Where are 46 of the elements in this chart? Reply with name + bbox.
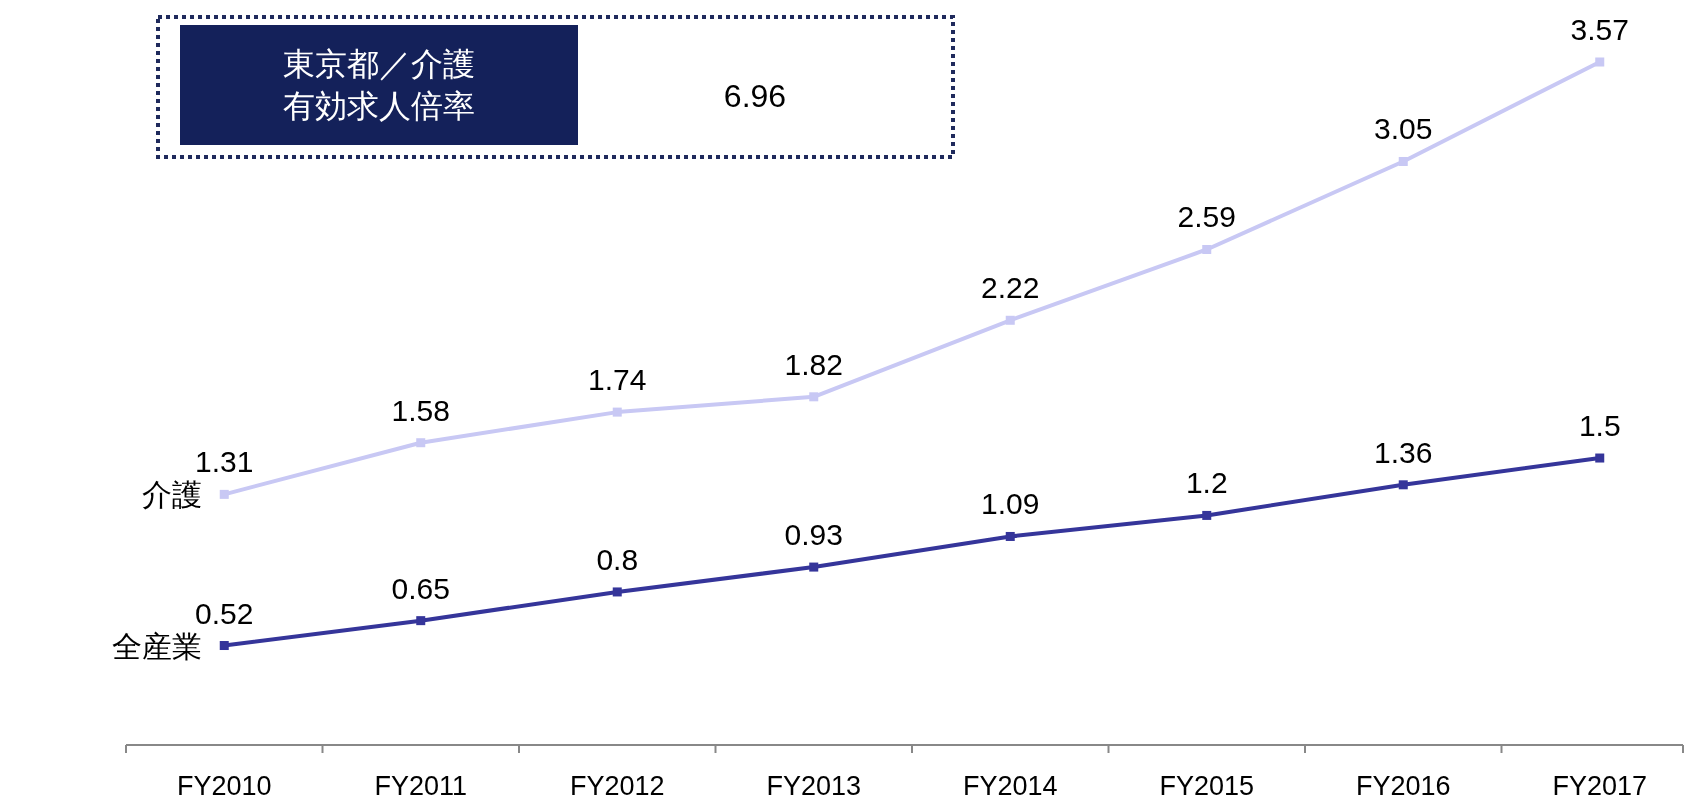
data-label: 3.57 — [1570, 13, 1629, 46]
annotation-box: 東京都／介護 有効求人倍率 6.96 — [156, 15, 955, 159]
data-label: 1.09 — [981, 487, 1040, 521]
data-label: 3.05 — [1374, 112, 1433, 146]
x-tick-label: FY2017 — [1552, 771, 1648, 801]
data-label: 2.59 — [1177, 200, 1236, 234]
point — [1595, 453, 1605, 463]
point — [416, 438, 426, 448]
x-tick-label: FY2013 — [766, 771, 862, 801]
series-label: 全産業 — [112, 629, 203, 663]
point — [612, 587, 622, 597]
data-label: 1.58 — [391, 393, 450, 427]
point — [1595, 57, 1605, 67]
data-label: 2.22 — [981, 271, 1040, 305]
annotation: 有効求人倍率 — [283, 88, 475, 124]
point — [1398, 156, 1408, 166]
data-label: 1.31 — [195, 445, 254, 479]
data-label: 0.52 — [195, 596, 254, 630]
annotation: 東京都／介護 — [283, 46, 475, 82]
data-label: 1.82 — [784, 347, 843, 381]
point — [1005, 315, 1015, 325]
point — [1202, 510, 1212, 520]
series-label: 介護 — [142, 478, 203, 512]
data-label: 1.2 — [1185, 466, 1228, 500]
point — [219, 641, 229, 651]
annotation: 6.96 — [723, 78, 787, 114]
x-tick-label: FY2012 — [569, 771, 665, 801]
data-label: 1.5 — [1578, 409, 1621, 443]
point — [1398, 480, 1408, 490]
data-label: 0.8 — [596, 542, 639, 576]
data-label: 0.93 — [784, 518, 843, 552]
data-label: 0.65 — [391, 571, 450, 605]
point — [809, 562, 819, 572]
x-tick-label: FY2016 — [1355, 771, 1451, 801]
data-label: 1.74 — [588, 363, 647, 397]
point — [809, 392, 819, 402]
data-label: 1.36 — [1374, 435, 1433, 469]
point — [1202, 244, 1212, 254]
point — [416, 616, 426, 626]
point — [219, 489, 229, 499]
x-tick-label: FY2011 — [374, 771, 468, 801]
x-tick-label: FY2010 — [176, 771, 272, 801]
point — [612, 407, 622, 417]
point — [1005, 531, 1015, 541]
x-tick-label: FY2015 — [1159, 771, 1255, 801]
x-tick-label: FY2014 — [962, 771, 1058, 801]
